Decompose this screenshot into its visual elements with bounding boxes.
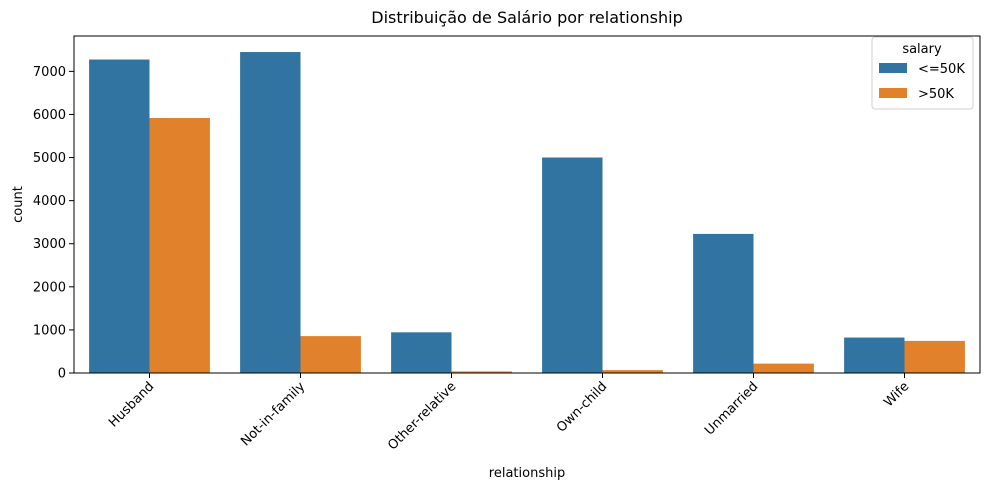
bar-unmarried-series-0 bbox=[693, 233, 754, 373]
x-tick-label: Wife bbox=[881, 379, 912, 410]
bars-group bbox=[89, 52, 965, 373]
bar-wife-series-0 bbox=[844, 337, 905, 373]
x-tick-label: Own-child bbox=[554, 379, 610, 435]
legend: salary <=50K >50K bbox=[871, 36, 974, 110]
legend-swatch-gt50k bbox=[879, 88, 907, 98]
bar-not-in-family-series-0 bbox=[240, 52, 301, 373]
bar-unmarried-series-1 bbox=[753, 363, 814, 373]
bar-husband-series-1 bbox=[149, 118, 210, 373]
y-tick-label: 3000 bbox=[33, 237, 66, 252]
x-tick-label: Not-in-family bbox=[238, 379, 308, 449]
plot-frame bbox=[73, 35, 981, 374]
legend-swatch-le50k bbox=[879, 63, 907, 73]
legend-title: salary bbox=[902, 42, 942, 57]
y-axis-label: count bbox=[11, 186, 26, 223]
y-tick-label: 7000 bbox=[33, 65, 66, 80]
x-axis: Husband Not-in-family Other-relative Own-ch… bbox=[106, 373, 912, 453]
x-tick-label: Unmarried bbox=[702, 379, 761, 438]
y-tick-label: 5000 bbox=[33, 151, 66, 166]
y-tick-label: 0 bbox=[58, 367, 66, 382]
bar-husband-series-0 bbox=[89, 59, 150, 373]
bar-other-relative-series-1 bbox=[451, 371, 512, 373]
chart-title: Distribuição de Salário por relationship bbox=[371, 8, 682, 27]
y-axis: 0 1000 2000 3000 4000 5000 6000 7000 bbox=[33, 65, 74, 382]
bar-own-child-series-1 bbox=[602, 370, 663, 373]
bar-other-relative-series-0 bbox=[391, 332, 452, 373]
bar-own-child-series-0 bbox=[542, 157, 603, 373]
x-tick-label: Husband bbox=[106, 379, 157, 430]
y-tick-label: 1000 bbox=[33, 323, 66, 338]
y-tick-label: 6000 bbox=[33, 108, 66, 123]
bar-wife-series-1 bbox=[904, 340, 965, 373]
legend-label-gt50k: >50K bbox=[918, 87, 954, 102]
bar-not-in-family-series-1 bbox=[300, 336, 361, 373]
y-tick-label: 4000 bbox=[33, 194, 66, 209]
x-axis-label: relationship bbox=[489, 466, 565, 481]
x-tick-label: Other-relative bbox=[385, 379, 459, 453]
y-tick-label: 2000 bbox=[33, 280, 66, 295]
legend-label-le50k: <=50K bbox=[918, 62, 965, 77]
